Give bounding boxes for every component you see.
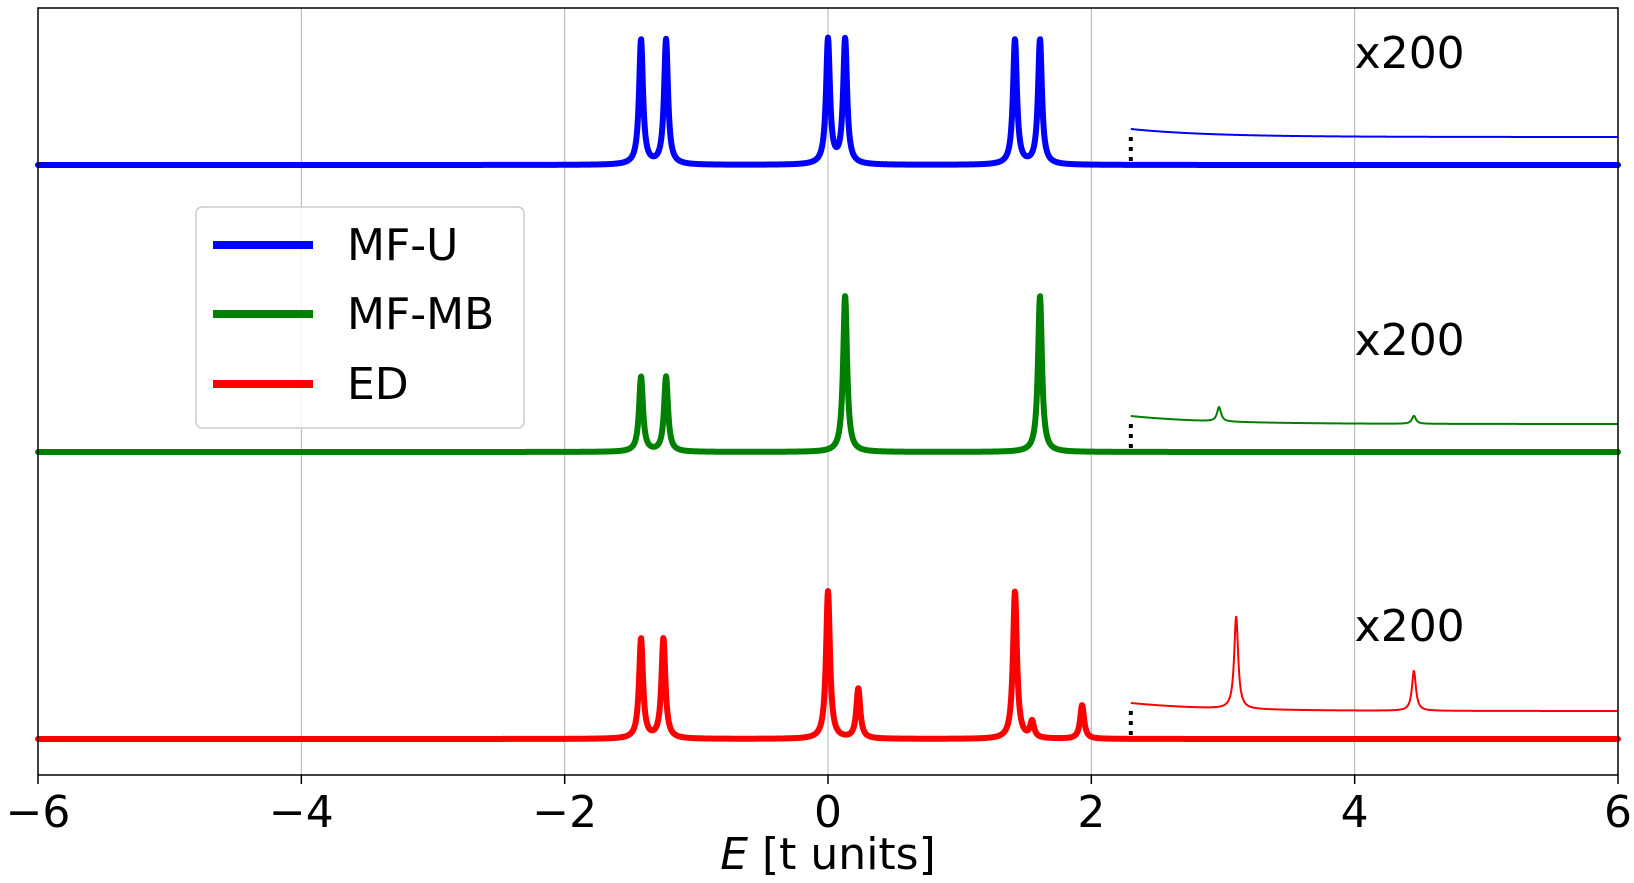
x-tick-label: 2 xyxy=(1077,787,1105,838)
x-axis-label-rest: [t units] xyxy=(748,829,936,880)
legend-label-ed: ED xyxy=(347,359,409,410)
x-tick-label: 4 xyxy=(1341,787,1369,838)
x-tick-label: −2 xyxy=(532,787,597,838)
legend-label-mf-mb: MF-MB xyxy=(347,289,494,340)
series-line-mf-mb xyxy=(35,293,1621,455)
x-tick-label: 6 xyxy=(1604,787,1632,838)
zoom-label-mf-u: x200 xyxy=(1355,28,1465,79)
x-tick-label: −6 xyxy=(6,787,71,838)
zoom-line-ed xyxy=(1130,615,1618,712)
legend: MF-U MF-MB ED xyxy=(195,206,525,429)
x-tick-label: 0 xyxy=(814,787,842,838)
x-axis: −6 −4 −2 0 2 4 6 xyxy=(6,775,1632,838)
zoom-label-mf-mb: x200 xyxy=(1355,315,1465,366)
zoom-label-ed: x200 xyxy=(1355,601,1465,652)
x-axis-label: E [t units] xyxy=(720,829,936,880)
series-layer xyxy=(35,34,1621,742)
series-line-ed xyxy=(35,588,1621,742)
legend-box xyxy=(195,206,525,429)
zoom-line-mf-u xyxy=(1130,128,1618,138)
legend-label-mf-u: MF-U xyxy=(347,220,458,271)
x-axis-label-italic: E xyxy=(720,829,748,880)
x-tick-label: −4 xyxy=(269,787,334,838)
annotation-layer: x200 x200 x200 xyxy=(1128,28,1465,739)
zoom-line-mf-mb xyxy=(1130,406,1618,425)
series-line-mf-u xyxy=(35,34,1621,168)
